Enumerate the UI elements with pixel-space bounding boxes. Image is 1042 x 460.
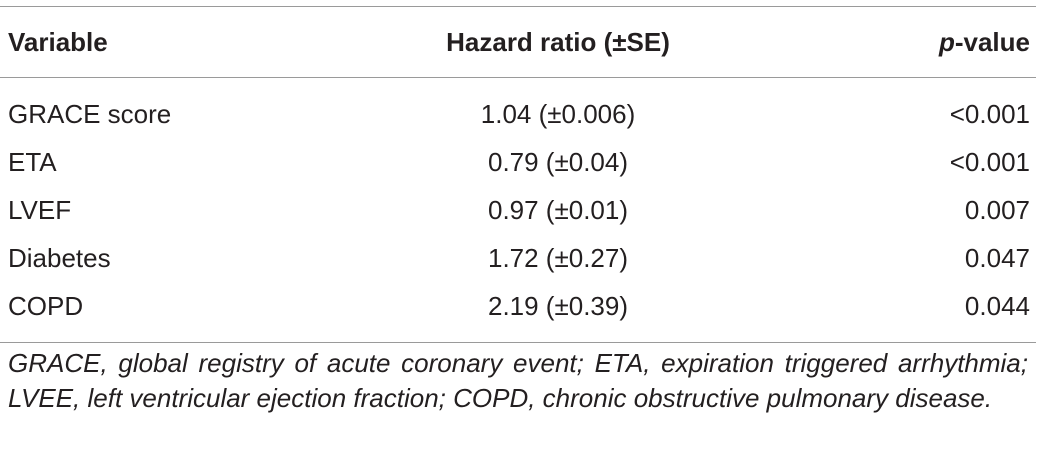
cell-variable: COPD (8, 291, 84, 321)
cell-p-value: <0.001 (949, 147, 1030, 177)
cell-hazard-ratio: 1.04 (±0.006) (480, 99, 636, 129)
cell-hazard-ratio: 2.19 (±0.39) (487, 291, 629, 321)
cell-hazard-ratio: 1.72 (±0.27) (487, 243, 629, 273)
cell-variable: Diabetes (8, 243, 111, 273)
table-row: ETA 0.79 (±0.04) <0.001 (0, 138, 1036, 186)
header-variable: Variable (8, 27, 108, 57)
header-p-value: p-value (939, 7, 1030, 77)
table-footnote: GRACE, global registry of acute coronary… (8, 348, 1028, 413)
header-p-value-rest: -value (954, 27, 1030, 57)
cell-hazard-ratio: 0.97 (±0.01) (487, 195, 629, 225)
cell-p-value: 0.044 (964, 291, 1030, 321)
table-top-rule (0, 6, 1036, 7)
table-row: GRACE score 1.04 (±0.006) <0.001 (0, 90, 1036, 138)
cell-p-value: <0.001 (949, 99, 1030, 129)
table-row: Diabetes 1.72 (±0.27) 0.047 (0, 234, 1036, 282)
cell-p-value: 0.047 (964, 243, 1030, 273)
table-header-rule (0, 77, 1036, 78)
cell-variable: GRACE score (8, 99, 172, 129)
cell-hazard-ratio: 0.79 (±0.04) (487, 147, 629, 177)
header-hazard-ratio: Hazard ratio (±SE) (446, 27, 670, 57)
cell-variable: LVEF (8, 195, 72, 225)
table-row: LVEF 0.97 (±0.01) 0.007 (0, 186, 1036, 234)
hazard-ratio-table: Variable Hazard ratio (±SE) p-value GRAC… (0, 6, 1036, 343)
table-header-row: Variable Hazard ratio (±SE) p-value (0, 7, 1036, 77)
table-bottom-rule (0, 342, 1036, 343)
header-p-value-italic: p (938, 27, 955, 57)
table-row: COPD 2.19 (±0.39) 0.044 (0, 282, 1036, 330)
cell-variable: ETA (8, 147, 57, 177)
cell-p-value: 0.007 (964, 195, 1030, 225)
